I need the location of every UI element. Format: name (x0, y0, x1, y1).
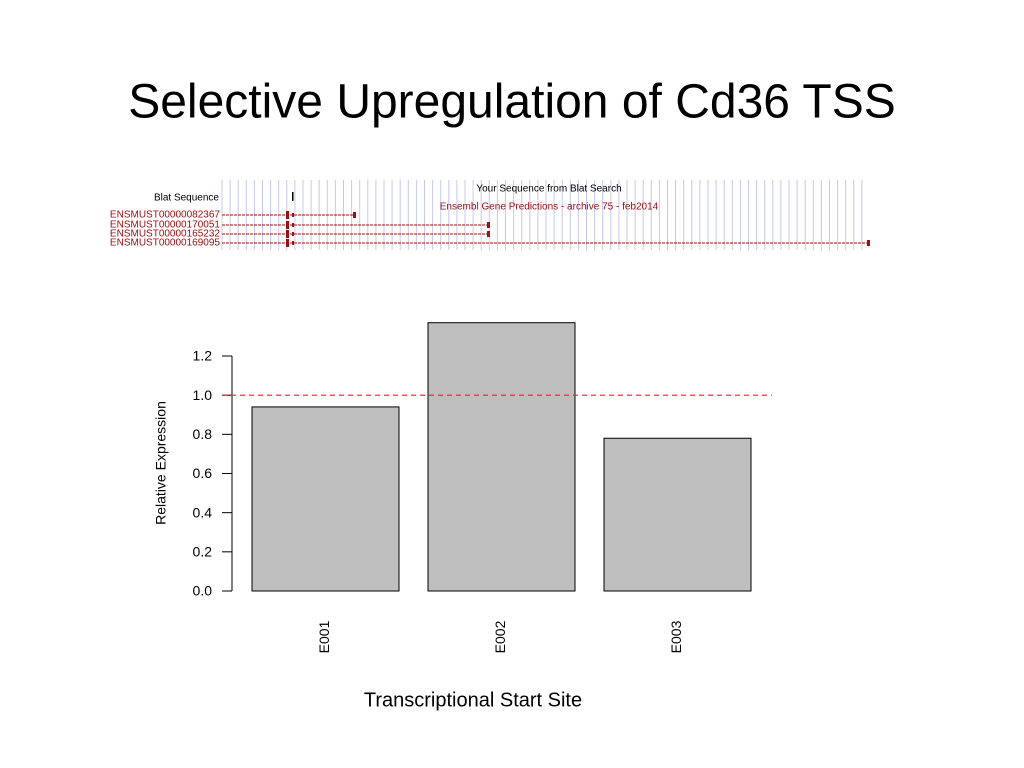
y-axis-label: Relative Expression (153, 401, 169, 525)
genome-browser: Blat Sequence Your Sequence from Blat Se… (110, 180, 870, 250)
transcript-name: ENSMUST00000170051 (110, 220, 221, 231)
y-tick-label: 0.0 (193, 583, 213, 599)
y-tick-label: 1.0 (193, 387, 213, 403)
gene-title: Ensembl Gene Predictions - archive 75 - … (440, 202, 659, 213)
x-axis-label: Transcriptional Start Site (364, 689, 582, 711)
blat-label: Blat Sequence (154, 193, 219, 204)
transcript-name: ENSMUST00000082367 (110, 210, 221, 221)
transcripts (222, 211, 870, 247)
chart-title: Selective Upregulation of Cd36 TSS (128, 76, 896, 129)
x-tick-label: E001 (316, 620, 332, 653)
blat-hit (292, 192, 294, 201)
bar (251, 406, 400, 592)
x-tick-label: E003 (668, 620, 684, 653)
y-tick-label: 1.2 (193, 348, 213, 364)
bar (427, 322, 576, 592)
y-tick-label: 0.2 (193, 544, 213, 560)
transcript-name: ENSMUST00000165232 (110, 229, 221, 240)
y-tick-label: 0.4 (193, 504, 213, 520)
blat-title: Your Sequence from Blat Search (476, 184, 621, 195)
transcript-name: ENSMUST00000169095 (110, 238, 221, 249)
x-tick-label: E002 (492, 620, 508, 653)
y-tick-label: 0.6 (193, 465, 213, 481)
y-tick-label: 0.8 (193, 426, 213, 442)
bar (603, 437, 752, 592)
